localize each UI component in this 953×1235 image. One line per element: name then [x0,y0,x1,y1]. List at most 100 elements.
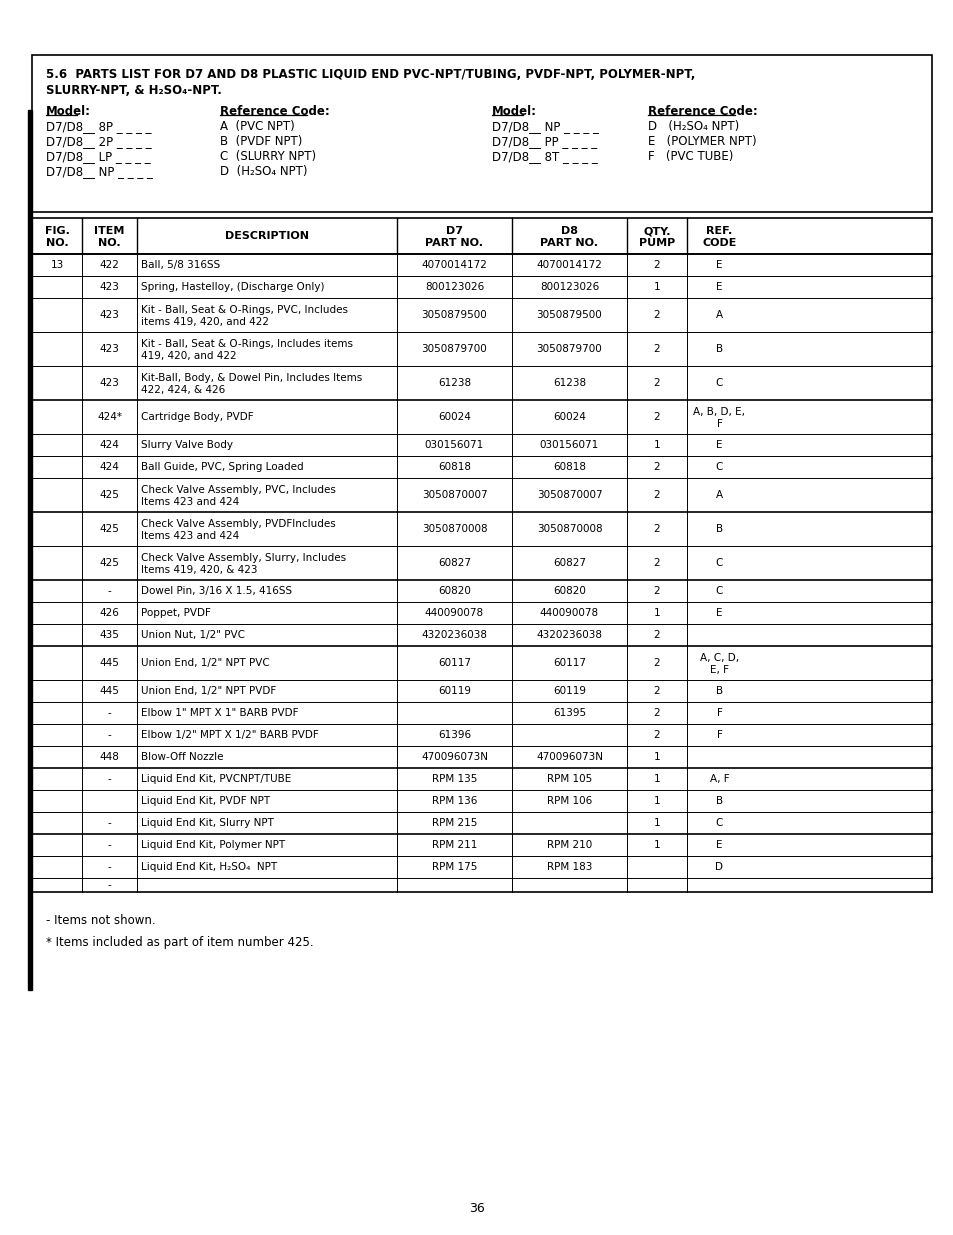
Text: RPM 105: RPM 105 [546,774,592,784]
Text: F: F [716,730,721,740]
Text: Liquid End Kit, Slurry NPT: Liquid End Kit, Slurry NPT [141,818,274,827]
Text: E: E [716,840,722,850]
Text: 61238: 61238 [553,378,585,388]
Text: 423: 423 [99,345,119,354]
Text: 2: 2 [653,378,659,388]
Text: 425: 425 [99,490,119,500]
Text: 4320236038: 4320236038 [421,630,487,640]
Text: 1: 1 [653,818,659,827]
Text: Union End, 1/2" NPT PVDF: Union End, 1/2" NPT PVDF [141,685,276,697]
Text: Kit-Ball, Body, & Dowel Pin, Includes Items: Kit-Ball, Body, & Dowel Pin, Includes It… [141,373,362,383]
Text: Elbow 1/2" MPT X 1/2" BARB PVDF: Elbow 1/2" MPT X 1/2" BARB PVDF [141,730,318,740]
Text: A, C, D,: A, C, D, [700,653,739,663]
Text: PART NO.: PART NO. [540,238,598,248]
Text: B  (PVDF NPT): B (PVDF NPT) [220,135,302,148]
Text: 2: 2 [653,630,659,640]
Text: 3050879500: 3050879500 [421,310,487,320]
Text: CODE: CODE [701,238,736,248]
Text: 423: 423 [99,378,119,388]
Text: B: B [715,685,722,697]
Text: F: F [716,708,721,718]
Text: 2: 2 [653,310,659,320]
Text: F   (PVC TUBE): F (PVC TUBE) [647,149,733,163]
Text: 2: 2 [653,490,659,500]
Text: 60119: 60119 [437,685,471,697]
Text: 4320236038: 4320236038 [536,630,602,640]
Text: D  (H₂SO₄ NPT): D (H₂SO₄ NPT) [220,165,307,178]
Text: RPM 175: RPM 175 [432,862,476,872]
Text: C  (SLURRY NPT): C (SLURRY NPT) [220,149,315,163]
Text: 422, 424, & 426: 422, 424, & 426 [141,385,225,395]
Text: E, F: E, F [709,664,728,676]
Text: 61396: 61396 [437,730,471,740]
Text: 3050870008: 3050870008 [537,524,601,534]
Text: 1: 1 [653,774,659,784]
Text: 435: 435 [99,630,119,640]
Text: 030156071: 030156071 [424,440,483,450]
Text: C: C [715,585,722,597]
Text: Kit - Ball, Seat & O-Rings, PVC, Includes: Kit - Ball, Seat & O-Rings, PVC, Include… [141,305,348,315]
Text: E: E [716,261,722,270]
Text: -: - [108,774,112,784]
Text: Items 423 and 424: Items 423 and 424 [141,496,239,508]
Text: D7/D8__ PP _ _ _ _: D7/D8__ PP _ _ _ _ [492,135,597,148]
Text: A  (PVC NPT): A (PVC NPT) [220,120,294,133]
Text: * Items included as part of item number 425.: * Items included as part of item number … [46,936,314,948]
Text: A: A [715,490,722,500]
Text: D7: D7 [446,226,462,236]
Text: 2: 2 [653,685,659,697]
Text: 4070014172: 4070014172 [536,261,601,270]
Text: Liquid End Kit, H₂SO₄  NPT: Liquid End Kit, H₂SO₄ NPT [141,862,276,872]
Text: NO.: NO. [98,238,121,248]
Bar [28,110,32,990]
Text: F: F [716,419,721,429]
Text: Ball, 5/8 316SS: Ball, 5/8 316SS [141,261,220,270]
Text: 3050879700: 3050879700 [421,345,487,354]
Text: 448: 448 [99,752,119,762]
Text: 60024: 60024 [437,412,471,422]
Text: items 419, 420, and 422: items 419, 420, and 422 [141,317,269,327]
Text: 4070014172: 4070014172 [421,261,487,270]
Text: 60117: 60117 [437,658,471,668]
Text: Reference Code:: Reference Code: [220,105,330,119]
Text: A: A [715,310,722,320]
Text: 1: 1 [653,752,659,762]
Text: C: C [715,462,722,472]
Text: D7/D8__ NP _ _ _ _: D7/D8__ NP _ _ _ _ [46,165,152,178]
Text: Model:: Model: [46,105,91,119]
Text: 425: 425 [99,524,119,534]
Text: 800123026: 800123026 [539,282,598,291]
Text: -: - [108,730,112,740]
Text: A, B, D, E,: A, B, D, E, [693,408,744,417]
Text: PUMP: PUMP [639,238,675,248]
Text: 2: 2 [653,412,659,422]
Text: Check Valve Assembly, PVC, Includes: Check Valve Assembly, PVC, Includes [141,485,335,495]
Text: 2: 2 [653,708,659,718]
Text: Dowel Pin, 3/16 X 1.5, 416SS: Dowel Pin, 3/16 X 1.5, 416SS [141,585,292,597]
Text: 60820: 60820 [553,585,585,597]
Text: 470096073N: 470096073N [536,752,602,762]
Text: D7/D8__ 8P _ _ _ _: D7/D8__ 8P _ _ _ _ [46,120,152,133]
Text: RPM 215: RPM 215 [432,818,476,827]
Text: 36: 36 [469,1202,484,1215]
Text: 440090078: 440090078 [424,608,483,618]
Text: RPM 211: RPM 211 [432,840,476,850]
Text: D7/D8__ 8T _ _ _ _: D7/D8__ 8T _ _ _ _ [492,149,598,163]
Text: B: B [715,524,722,534]
Text: 424*: 424* [97,412,122,422]
Text: 60818: 60818 [437,462,471,472]
Text: Check Valve Assembly, PVDFIncludes: Check Valve Assembly, PVDFIncludes [141,519,335,529]
Text: Kit - Ball, Seat & O-Rings, Includes items: Kit - Ball, Seat & O-Rings, Includes ite… [141,338,353,350]
Text: QTY.: QTY. [642,226,670,236]
Text: RPM 183: RPM 183 [546,862,592,872]
Text: 60820: 60820 [437,585,471,597]
Text: 60827: 60827 [553,558,585,568]
Text: -: - [108,881,112,890]
Text: Reference Code:: Reference Code: [647,105,757,119]
Text: Union Nut, 1/2" PVC: Union Nut, 1/2" PVC [141,630,245,640]
Text: 60119: 60119 [553,685,585,697]
Text: D: D [715,862,722,872]
Text: 425: 425 [99,558,119,568]
Text: 1: 1 [653,282,659,291]
Text: 2: 2 [653,730,659,740]
